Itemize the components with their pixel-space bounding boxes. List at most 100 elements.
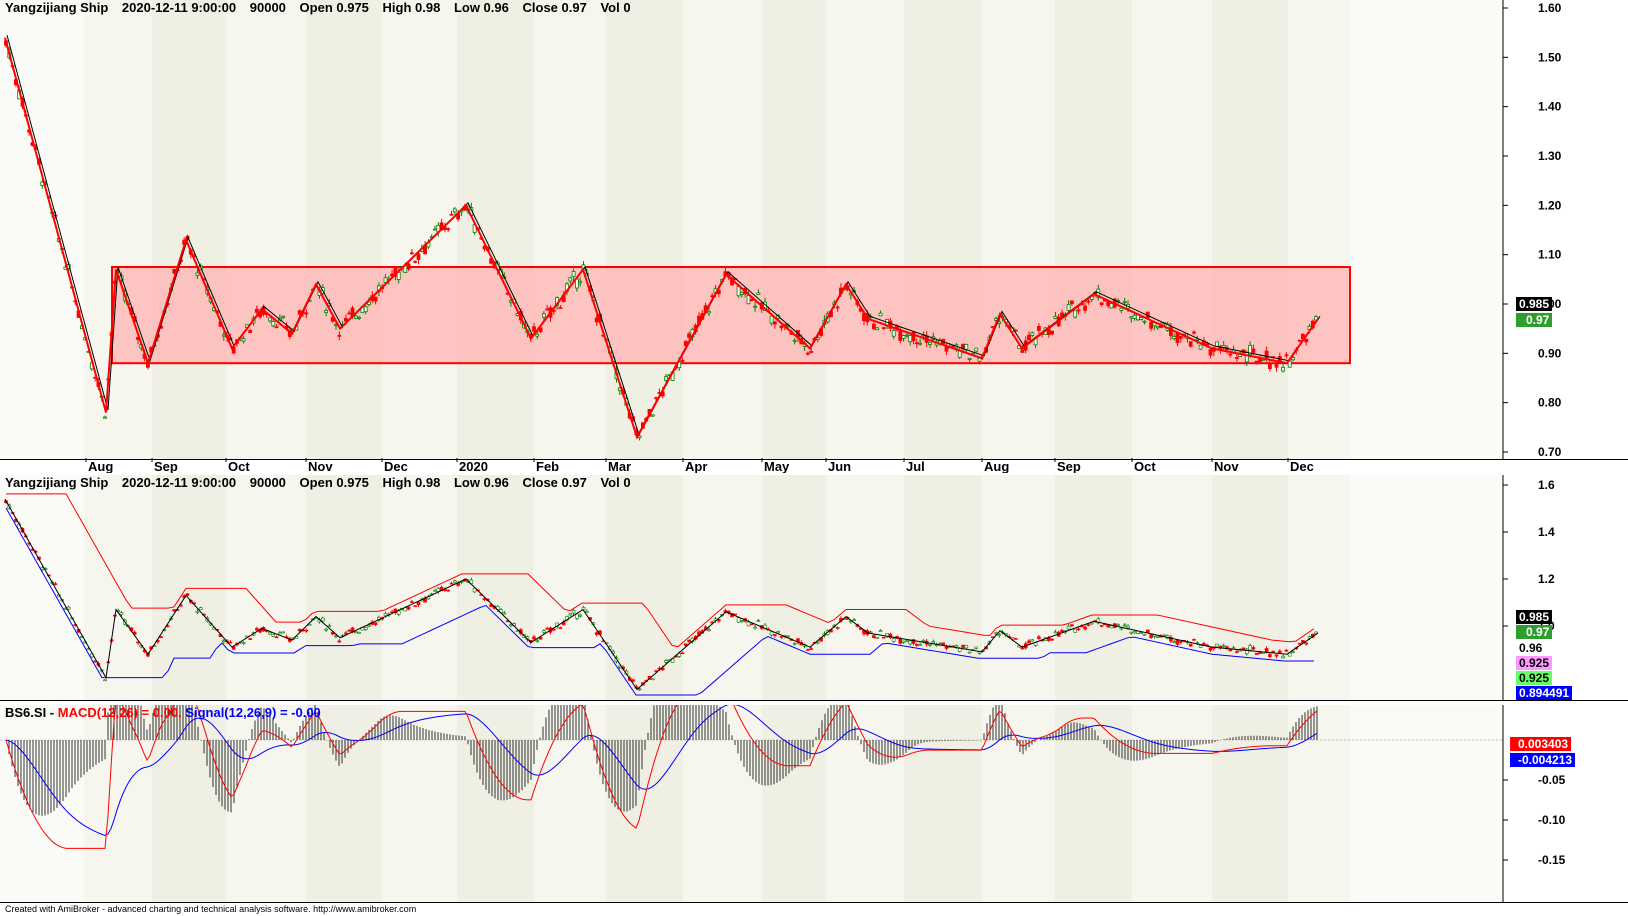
month-label: Oct <box>1134 459 1156 473</box>
band-candle <box>324 628 328 631</box>
band-candle <box>1169 636 1173 642</box>
band-candle <box>733 613 738 616</box>
band-candle <box>383 613 388 617</box>
band-candle <box>1301 640 1305 643</box>
macd-pane[interactable]: 0.05-0.05-0.10-0.15 BS6.SI - MACD(12,26)… <box>0 705 1628 903</box>
band-candle <box>1126 625 1130 629</box>
candle <box>416 253 421 260</box>
price-y-tick: 1.60 <box>1538 1 1562 15</box>
bands-tag-4: 0.925 <box>1516 656 1553 670</box>
band-candle <box>373 622 378 625</box>
candle <box>1228 353 1233 356</box>
candle <box>1254 360 1259 365</box>
price-y-tick: 1.20 <box>1538 198 1562 212</box>
band-candle <box>327 625 332 628</box>
band-candle <box>914 644 919 646</box>
macd-chart[interactable]: 0.05-0.05-0.10-0.15 <box>0 705 1628 903</box>
band-candle <box>1284 649 1289 652</box>
band-candle <box>195 610 200 613</box>
candle <box>1221 345 1226 348</box>
band-candle <box>1070 624 1074 627</box>
band-candle <box>769 631 774 636</box>
candle <box>433 228 437 231</box>
band-candle <box>954 645 959 648</box>
candle <box>881 327 886 329</box>
candle <box>901 335 906 339</box>
band-candle <box>1066 625 1071 630</box>
bands-y-tick: 1.4 <box>1538 525 1555 539</box>
candle <box>878 312 883 317</box>
month-label: Aug <box>984 459 1009 473</box>
candle <box>650 414 655 417</box>
band-candle <box>835 627 840 629</box>
candle <box>271 320 276 327</box>
candle <box>875 327 880 331</box>
band-candle <box>185 593 190 596</box>
bar-datetime: 2020-12-11 9:00:00 <box>121 475 237 490</box>
candle <box>911 331 916 342</box>
band-candle <box>875 637 880 639</box>
band-candle <box>786 635 790 638</box>
band-candle <box>1096 618 1101 624</box>
candle <box>1037 325 1041 331</box>
band-candle <box>66 606 71 610</box>
bands-pane[interactable]: 1.61.41.21.0 Yangzijiang Ship 2020-12-11… <box>0 475 1628 703</box>
candle <box>324 310 329 313</box>
candle <box>1020 349 1025 353</box>
close-price-tag: 0.97 <box>1516 313 1553 327</box>
candle <box>1109 303 1114 309</box>
band-candle <box>664 660 668 663</box>
candle <box>1291 357 1295 361</box>
band-candle <box>241 642 246 644</box>
month-label: Dec <box>1290 459 1314 473</box>
candle <box>347 312 352 315</box>
candle <box>1060 312 1064 317</box>
band-candle <box>1297 642 1302 645</box>
price-chart[interactable]: 1.601.501.401.301.201.101.000.900.800.70… <box>0 0 1628 473</box>
band-candle <box>809 648 814 650</box>
band-candle <box>502 612 507 615</box>
candle <box>773 321 777 325</box>
candle <box>449 213 454 216</box>
close-value: Close 0.97 <box>522 475 587 490</box>
bands-tag-2: 0.97 <box>1516 625 1553 639</box>
macd-line <box>5 705 1318 849</box>
band-candle <box>650 678 655 681</box>
band-candle <box>1142 633 1147 636</box>
band-candle <box>756 620 761 622</box>
candle <box>1076 309 1081 312</box>
candle <box>967 358 972 361</box>
candle <box>1066 304 1071 311</box>
band-candle <box>1175 639 1180 645</box>
band-candle <box>363 627 368 630</box>
band-candle <box>347 630 352 632</box>
candle <box>914 342 919 345</box>
candle <box>664 376 668 381</box>
month-label: Mar <box>608 459 631 473</box>
price-y-tick: 0.90 <box>1538 346 1562 360</box>
band-candle <box>1122 624 1127 627</box>
price-pane[interactable]: 1.601.501.401.301.201.101.000.900.800.70… <box>0 0 1628 473</box>
bands-chart[interactable]: 1.61.41.21.0 <box>0 475 1628 703</box>
band-candle <box>416 601 421 606</box>
band-candle <box>1271 650 1275 653</box>
band-candle <box>1020 647 1025 650</box>
band-candle <box>1179 641 1183 643</box>
band-candle <box>357 632 361 634</box>
band-candle <box>159 636 163 639</box>
band-candle <box>888 633 893 638</box>
candle <box>888 320 893 329</box>
band-candle <box>1037 636 1041 639</box>
band-candle <box>1215 643 1219 647</box>
band-candle <box>538 637 543 640</box>
band-candle <box>1251 647 1256 650</box>
bar-interval: 90000 <box>249 0 286 15</box>
bands-y-tick: 1.6 <box>1538 478 1555 492</box>
band-candle <box>545 628 550 630</box>
candle <box>687 333 691 338</box>
band-candle <box>1149 634 1153 638</box>
band-candle <box>1221 645 1226 648</box>
candle <box>343 318 348 322</box>
month-label: Jul <box>906 459 925 473</box>
candle <box>749 298 754 302</box>
